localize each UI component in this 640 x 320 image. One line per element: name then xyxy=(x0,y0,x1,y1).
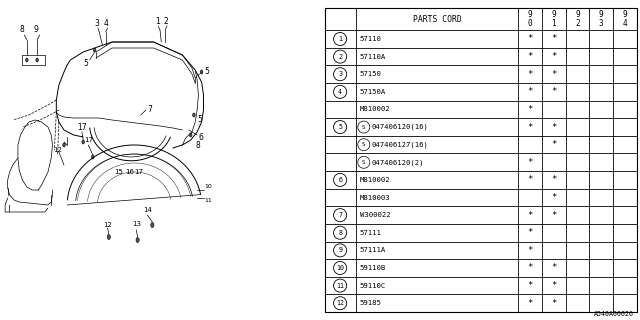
Text: A540A00026: A540A00026 xyxy=(593,311,634,317)
Circle shape xyxy=(36,58,38,62)
Text: PARTS CORD: PARTS CORD xyxy=(413,15,461,24)
Text: M810003: M810003 xyxy=(360,195,390,201)
Text: *: * xyxy=(551,193,556,202)
Text: 5: 5 xyxy=(205,68,210,76)
Text: *: * xyxy=(551,52,556,61)
Circle shape xyxy=(189,133,192,137)
Text: 5: 5 xyxy=(197,116,202,124)
Text: 59110B: 59110B xyxy=(360,265,386,271)
Text: 57150: 57150 xyxy=(360,71,382,77)
Circle shape xyxy=(193,113,195,117)
Text: 9: 9 xyxy=(338,247,342,253)
Text: 2: 2 xyxy=(164,18,168,27)
Text: 17: 17 xyxy=(84,137,93,143)
Text: 4: 4 xyxy=(104,20,109,28)
Text: *: * xyxy=(551,263,556,272)
Text: 59110C: 59110C xyxy=(360,283,386,289)
Text: 5: 5 xyxy=(338,124,342,130)
Text: *: * xyxy=(551,281,556,290)
Text: *: * xyxy=(551,123,556,132)
Text: 8: 8 xyxy=(195,140,200,149)
Text: *: * xyxy=(551,299,556,308)
Text: S: S xyxy=(362,142,365,147)
Circle shape xyxy=(200,70,203,74)
Text: *: * xyxy=(551,211,556,220)
Text: 6: 6 xyxy=(198,132,204,141)
Text: 1: 1 xyxy=(338,36,342,42)
Text: *: * xyxy=(527,105,532,114)
Text: 4: 4 xyxy=(338,89,342,95)
Text: 10: 10 xyxy=(205,183,212,188)
Text: 14: 14 xyxy=(143,207,152,213)
Text: S: S xyxy=(362,124,365,130)
Text: 12: 12 xyxy=(53,147,62,153)
Text: 9
0: 9 0 xyxy=(527,10,532,28)
Text: 57110A: 57110A xyxy=(360,54,386,60)
Text: 9: 9 xyxy=(33,26,38,35)
Circle shape xyxy=(93,48,96,52)
Text: S: S xyxy=(362,160,365,165)
Circle shape xyxy=(136,237,140,243)
Text: *: * xyxy=(527,299,532,308)
Text: 6: 6 xyxy=(338,177,342,183)
Text: *: * xyxy=(527,123,532,132)
Text: *: * xyxy=(527,70,532,79)
Text: 57111A: 57111A xyxy=(360,247,386,253)
Text: *: * xyxy=(527,158,532,167)
Circle shape xyxy=(107,235,110,239)
Text: 7: 7 xyxy=(147,106,152,115)
Circle shape xyxy=(26,58,28,62)
Text: *: * xyxy=(551,140,556,149)
Text: 9
4: 9 4 xyxy=(623,10,627,28)
Text: 12: 12 xyxy=(104,222,113,228)
Text: 57110: 57110 xyxy=(360,36,382,42)
Text: 10: 10 xyxy=(336,265,344,271)
Text: 5: 5 xyxy=(83,60,88,68)
Text: 9
3: 9 3 xyxy=(599,10,604,28)
Text: 047406120(16): 047406120(16) xyxy=(371,124,428,130)
Text: 13: 13 xyxy=(132,221,141,227)
Text: 16: 16 xyxy=(125,169,134,175)
Text: 8: 8 xyxy=(338,230,342,236)
Text: M810002: M810002 xyxy=(360,177,390,183)
Text: 15: 15 xyxy=(114,169,123,175)
Text: 59185: 59185 xyxy=(360,300,382,306)
Text: 17: 17 xyxy=(134,169,143,175)
Text: 57111: 57111 xyxy=(360,230,382,236)
Text: 17: 17 xyxy=(77,124,86,132)
Text: *: * xyxy=(527,211,532,220)
Text: *: * xyxy=(551,35,556,44)
Text: 57150A: 57150A xyxy=(360,89,386,95)
Text: 12: 12 xyxy=(336,300,344,306)
Text: 9
1: 9 1 xyxy=(552,10,556,28)
Text: 047406127(16): 047406127(16) xyxy=(371,141,428,148)
Circle shape xyxy=(82,140,84,144)
Circle shape xyxy=(92,155,94,159)
Text: *: * xyxy=(527,228,532,237)
Text: 11: 11 xyxy=(205,197,212,203)
Text: 8: 8 xyxy=(19,26,24,35)
Text: 3: 3 xyxy=(94,20,99,28)
Text: M810002: M810002 xyxy=(360,107,390,112)
Text: 7: 7 xyxy=(338,212,342,218)
Text: 1: 1 xyxy=(155,18,159,27)
Text: *: * xyxy=(527,263,532,272)
Text: 11: 11 xyxy=(336,283,344,289)
Text: *: * xyxy=(551,175,556,184)
Text: 2: 2 xyxy=(338,54,342,60)
Text: *: * xyxy=(527,281,532,290)
Text: 9
2: 9 2 xyxy=(575,10,580,28)
Text: *: * xyxy=(527,175,532,184)
Text: *: * xyxy=(527,87,532,96)
Text: W300022: W300022 xyxy=(360,212,390,218)
Text: 047406120(2): 047406120(2) xyxy=(371,159,424,165)
Text: *: * xyxy=(527,35,532,44)
Text: *: * xyxy=(527,52,532,61)
Text: 3: 3 xyxy=(338,71,342,77)
Text: *: * xyxy=(551,87,556,96)
Circle shape xyxy=(151,222,154,228)
Text: *: * xyxy=(527,246,532,255)
Text: *: * xyxy=(551,70,556,79)
Circle shape xyxy=(63,143,65,147)
